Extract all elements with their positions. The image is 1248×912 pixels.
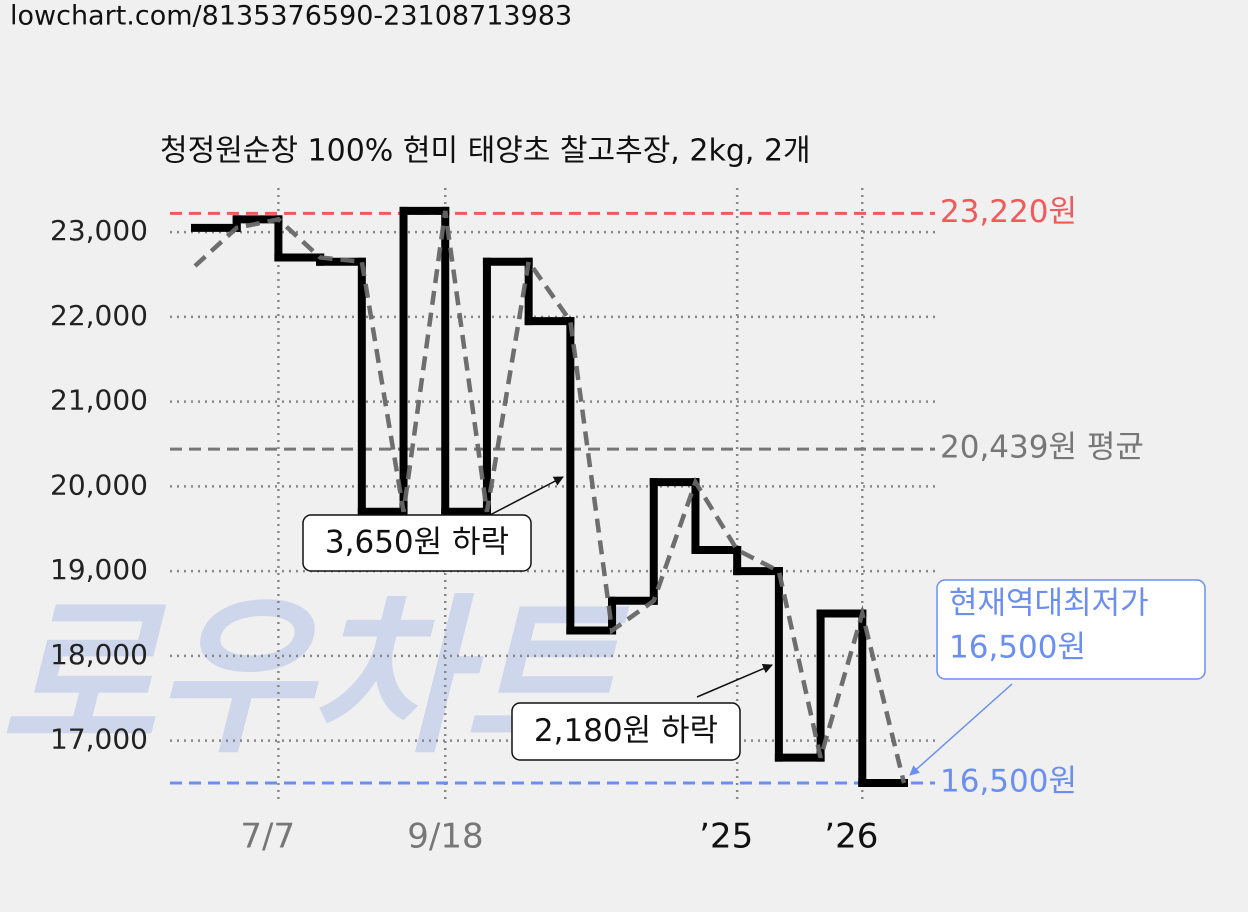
x-tick-label: 9/18: [407, 817, 483, 857]
annotation-text: 현재역대최저가: [949, 586, 1149, 622]
annotation-text: 3,650원 하락: [325, 525, 509, 561]
annotation-text: 2,180원 하락: [534, 713, 718, 749]
y-tick-label: 17,000: [50, 723, 148, 756]
annotation-box: [511, 702, 741, 761]
chart-title: 청정원순창 100% 현미 태양초 찰고추장, 2kg, 2개: [160, 134, 811, 169]
reference-label: 23,220원: [940, 194, 1077, 230]
annotation-box: [302, 514, 532, 572]
url: lowchart.com/8135376590-23108713983: [10, 1, 572, 32]
annotation-arrow: [489, 476, 564, 516]
reference-label: 16,500원: [940, 764, 1077, 800]
y-tick-label: 18,000: [50, 638, 148, 671]
y-tick-label: 22,000: [50, 299, 148, 332]
annotation-arrow: [696, 663, 773, 698]
annotation-box: [936, 579, 1206, 680]
y-tick-label: 23,000: [50, 214, 148, 247]
annotation-text: 16,500원: [949, 630, 1086, 666]
x-tick-label: ’25: [699, 817, 753, 857]
y-tick-label: 21,000: [50, 384, 148, 417]
reference-label: 20,439원 평균: [940, 430, 1144, 466]
dashed-line: [193, 210, 907, 784]
y-tick-label: 20,000: [50, 468, 148, 501]
x-tick-label: 7/7: [240, 817, 295, 857]
annotation-arrow: [909, 683, 1013, 776]
x-tick-label: ’26: [824, 817, 878, 857]
y-tick-label: 19,000: [50, 553, 148, 586]
